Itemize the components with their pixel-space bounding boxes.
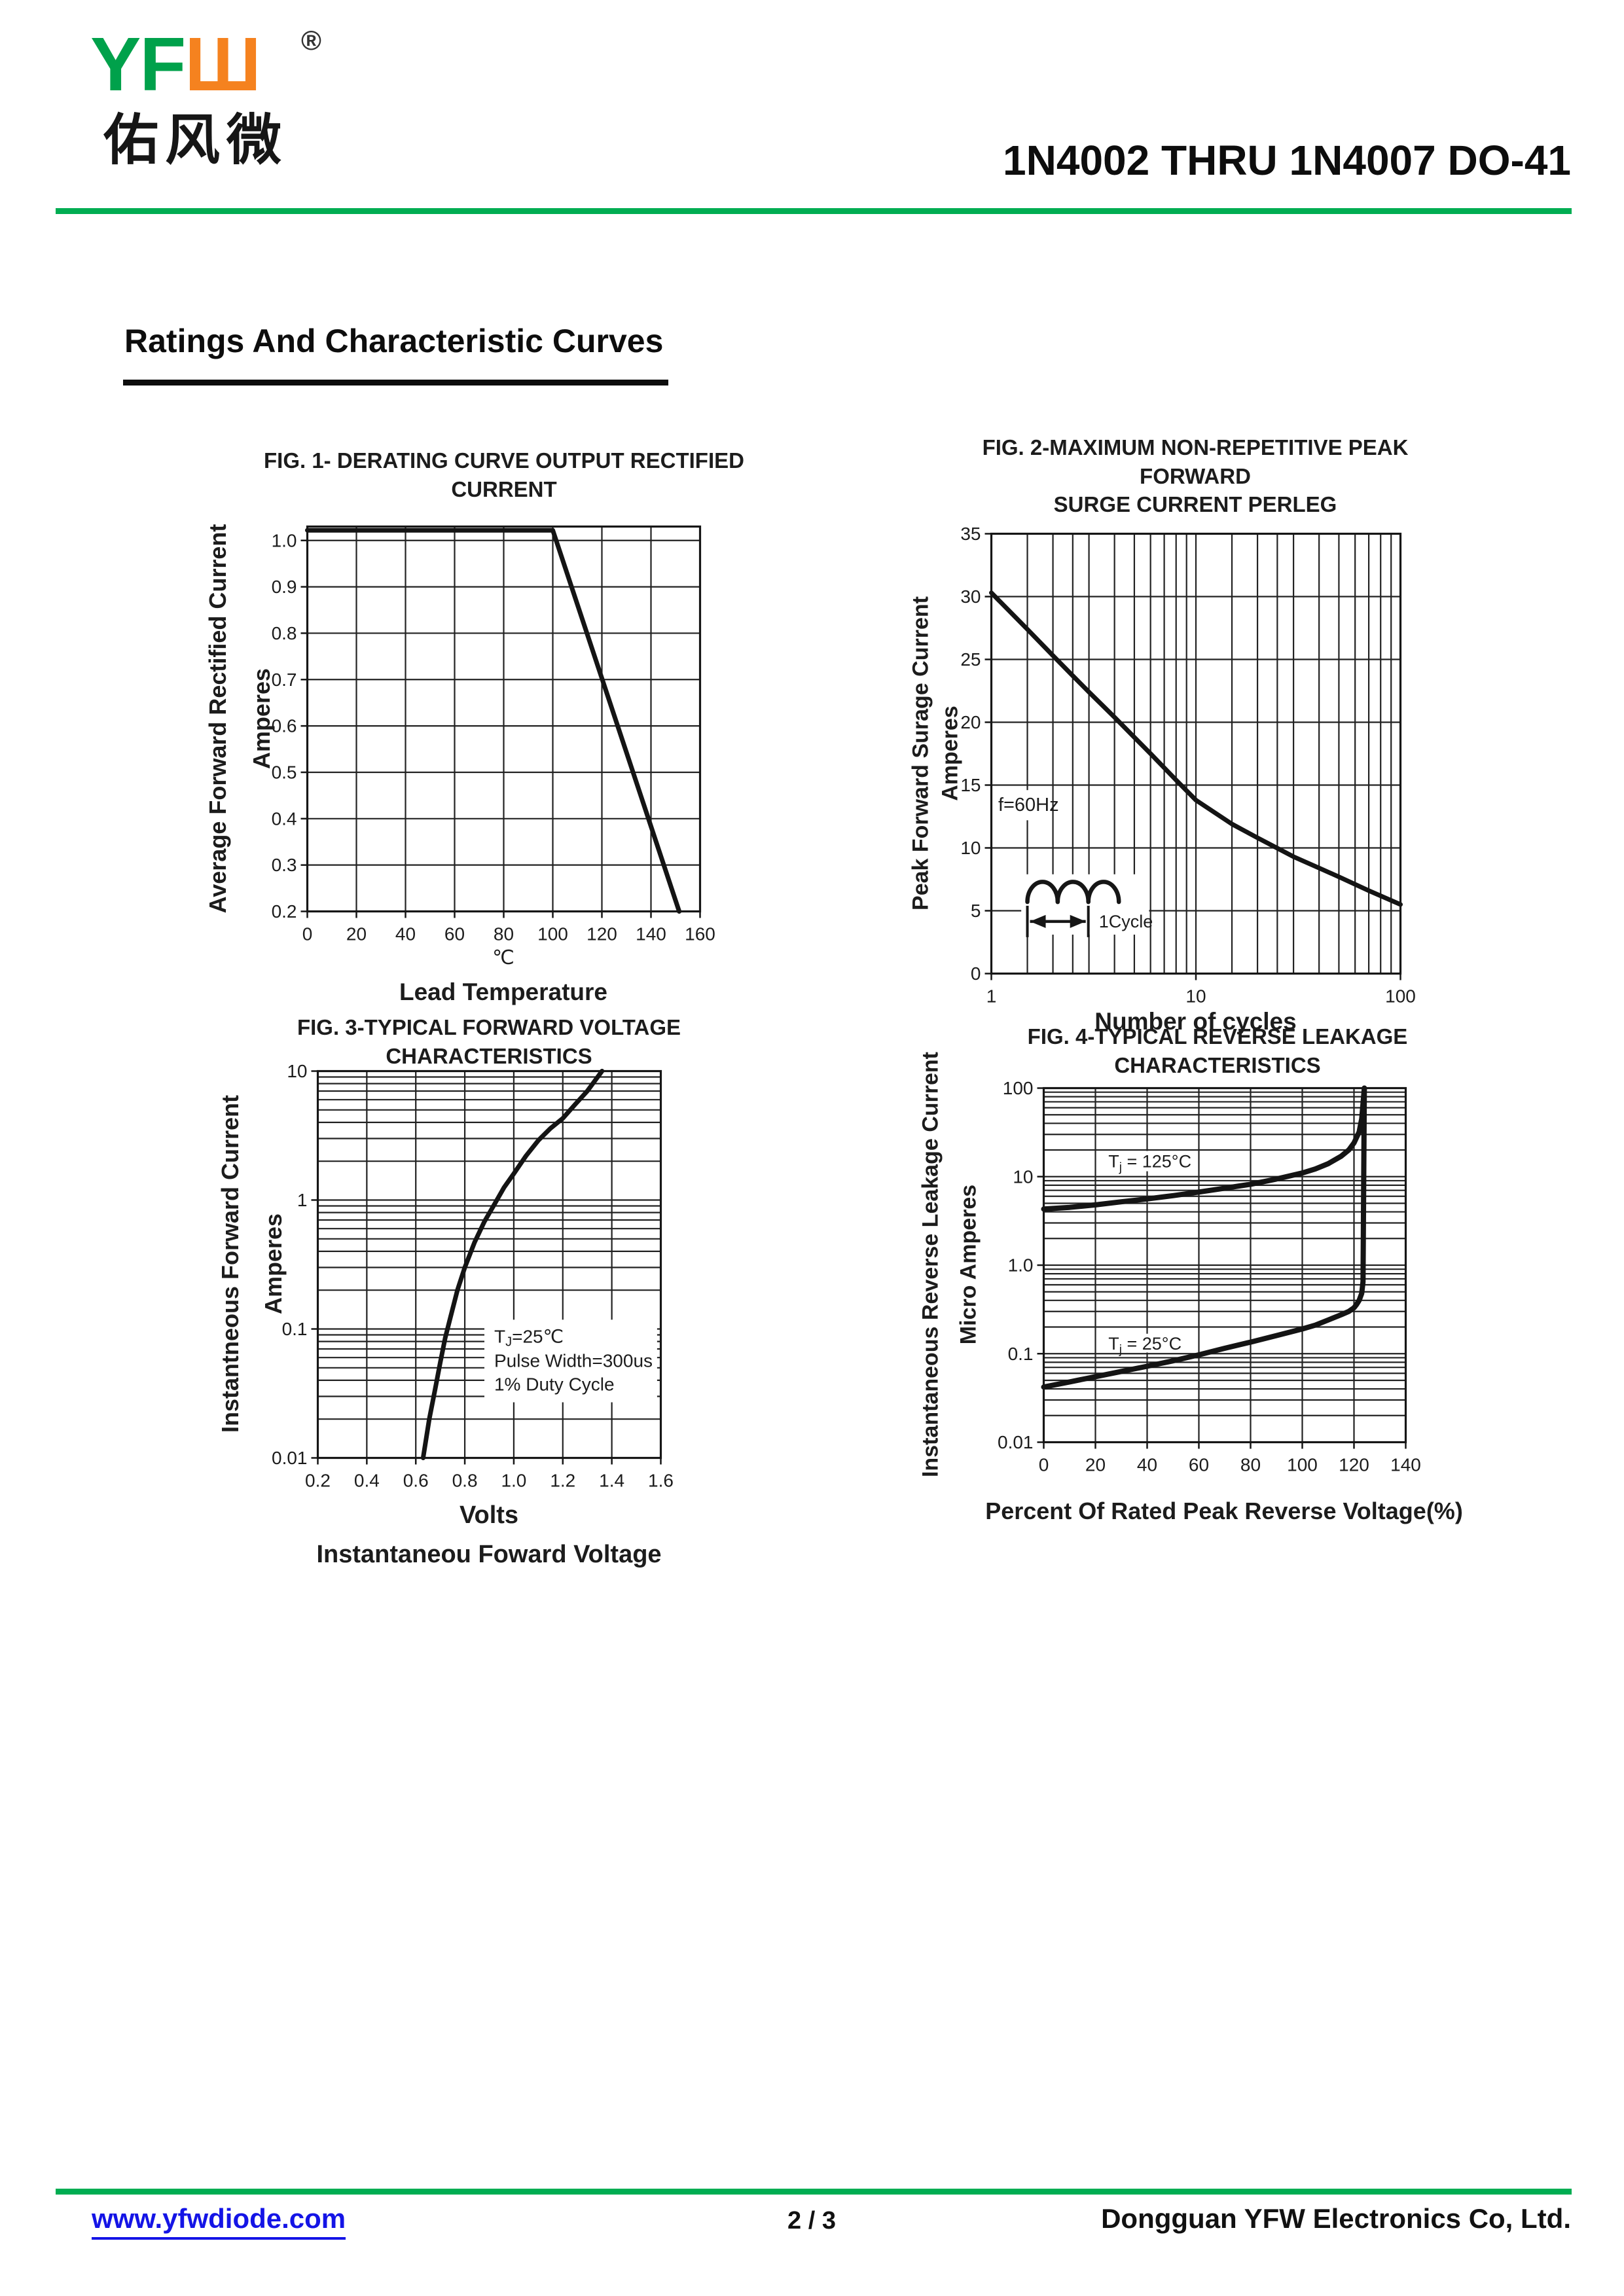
svg-text:10: 10 (1185, 986, 1206, 1007)
fig1-title: FIG. 1- DERATING CURVE OUTPUT RECTIFIED … (264, 448, 744, 501)
footer-page-number: 2 / 3 (787, 2207, 836, 2234)
yfw-logo: YFШ (90, 26, 261, 102)
fig4-title: FIG. 4-TYPICAL REVERSE LEAKAGE CHARACTER… (1027, 1024, 1408, 1077)
svg-text:Tj = 25°C: Tj = 25°C (1108, 1334, 1182, 1357)
svg-text:120: 120 (1339, 1455, 1369, 1475)
fig1-x-axis-title: Lead Temperature (399, 978, 608, 1005)
fig1-x-axis-units: ℃ (492, 947, 514, 969)
fig2-plot: f=60Hz 1Cycle 1 10 100 0 5 10 15 20 25 30 35 (960, 524, 1416, 1007)
svg-text:0: 0 (302, 924, 313, 944)
svg-text:0.5: 0.5 (272, 762, 297, 782)
svg-text:0.7: 0.7 (272, 670, 297, 690)
svg-text:5: 5 (971, 901, 981, 921)
registered-trademark-icon: ® (301, 25, 321, 56)
footer-website-link[interactable]: www.yfwdiode.com (92, 2203, 346, 2240)
svg-text:1.0: 1.0 (1008, 1255, 1034, 1276)
svg-text:1% Duty Cycle: 1% Duty Cycle (494, 1374, 615, 1394)
fig2-title-line2: SURGE CURRENT PERLEG (1053, 492, 1337, 517)
footer-company-name: Dongguan YFW Electronics Co, Ltd. (1101, 2203, 1571, 2234)
svg-text:100: 100 (1287, 1455, 1318, 1475)
svg-text:80: 80 (494, 924, 514, 944)
svg-text:1Cycle: 1Cycle (1099, 912, 1153, 931)
header-divider (56, 208, 1572, 214)
svg-text:0.2: 0.2 (272, 901, 297, 922)
svg-text:1.0: 1.0 (272, 530, 297, 550)
svg-text:10: 10 (1013, 1166, 1033, 1187)
svg-text:1.6: 1.6 (648, 1471, 674, 1491)
svg-text:160: 160 (685, 924, 715, 944)
logo-yf-text: YF (90, 22, 186, 107)
svg-text:0.4: 0.4 (354, 1471, 380, 1491)
svg-text:60: 60 (444, 924, 465, 944)
svg-text:0.8: 0.8 (272, 623, 297, 643)
svg-text:40: 40 (1137, 1455, 1157, 1475)
svg-text:0: 0 (1039, 1455, 1049, 1475)
svg-text:40: 40 (395, 924, 416, 944)
svg-text:20: 20 (960, 712, 981, 732)
svg-text:0.4: 0.4 (272, 808, 297, 829)
svg-text:1: 1 (297, 1190, 308, 1210)
svg-text:20: 20 (1085, 1455, 1106, 1475)
svg-text:1: 1 (986, 986, 997, 1007)
part-number-title: 1N4002 THRU 1N4007 DO-41 (1003, 137, 1571, 184)
footer-divider (56, 2189, 1572, 2195)
svg-text:80: 80 (1240, 1455, 1261, 1475)
fig4-y-axis-title: Instantaneous Reverse Leakage Current (918, 1051, 943, 1478)
svg-text:1.4: 1.4 (599, 1471, 624, 1491)
fig3-title: FIG. 3-TYPICAL FORWARD VOLTAGE CHARACTER… (297, 1015, 681, 1068)
fig2-title-line1: FIG. 2-MAXIMUM NON-REPETITIVE PEAK FORWA… (982, 435, 1409, 488)
logo-chinese-text: 佑风微 (103, 109, 289, 171)
svg-text:0.2: 0.2 (305, 1471, 331, 1491)
fig3-x-axis-units: Volts (459, 1501, 519, 1529)
svg-text:Pulse Width=300us: Pulse Width=300us (494, 1350, 653, 1371)
svg-text:25: 25 (960, 649, 981, 670)
svg-text:0.9: 0.9 (272, 577, 297, 597)
svg-text:0: 0 (971, 963, 981, 984)
svg-text:140: 140 (636, 924, 666, 944)
svg-text:0.1: 0.1 (1008, 1344, 1034, 1364)
fig1-y-axis-title: Average Forward Rectified Current (204, 524, 231, 914)
svg-text:0.3: 0.3 (272, 855, 297, 875)
svg-text:10: 10 (960, 838, 981, 858)
svg-text:20: 20 (346, 924, 367, 944)
fig2-title: FIG. 2-MAXIMUM NON-REPETITIVE PEAK FORWA… (933, 433, 1457, 519)
svg-text:1.0: 1.0 (501, 1471, 526, 1491)
fig3-x-axis-title: Instantaneou Foward Voltage (316, 1541, 662, 1568)
svg-text:0.6: 0.6 (403, 1471, 429, 1491)
svg-text:120: 120 (586, 924, 617, 944)
svg-text:100: 100 (1003, 1078, 1034, 1098)
svg-text:0.01: 0.01 (272, 1448, 308, 1468)
svg-text:Tj = 125°C: Tj = 125°C (1108, 1152, 1191, 1175)
svg-text:0.6: 0.6 (272, 716, 297, 736)
svg-text:0.1: 0.1 (282, 1319, 308, 1339)
section-heading: Ratings And Characteristic Curves (123, 322, 669, 386)
svg-text:100: 100 (1385, 986, 1416, 1007)
fig1-plot: 0 20 40 60 80 100 120 140 160 1.0 0.9 0.8 0.7 0.6 0.5 0… (272, 525, 715, 944)
fig4-x-axis-title: Percent Of Rated Peak Reverse Voltage(%) (985, 1498, 1463, 1524)
svg-text:0.01: 0.01 (998, 1432, 1034, 1452)
svg-text:10: 10 (287, 1061, 307, 1081)
svg-text:140: 140 (1390, 1455, 1421, 1475)
svg-text:TJ=25℃: TJ=25℃ (494, 1326, 564, 1350)
svg-text:100: 100 (537, 924, 568, 944)
svg-text:30: 30 (960, 586, 981, 607)
svg-text:f=60Hz: f=60Hz (998, 795, 1059, 816)
fig4-plot: Tj = 125°CTj = 25°C0 20 40 60 80 100 120 140100… (998, 1078, 1421, 1475)
svg-text:60: 60 (1189, 1455, 1209, 1475)
fig2-x-axis-title: Number of cycles (1094, 1008, 1297, 1035)
svg-text:0.8: 0.8 (452, 1471, 478, 1491)
svg-text:15: 15 (960, 775, 981, 795)
svg-text:35: 35 (960, 524, 981, 544)
svg-text:1.2: 1.2 (550, 1471, 575, 1491)
logo-w-text: Ш (185, 22, 261, 107)
